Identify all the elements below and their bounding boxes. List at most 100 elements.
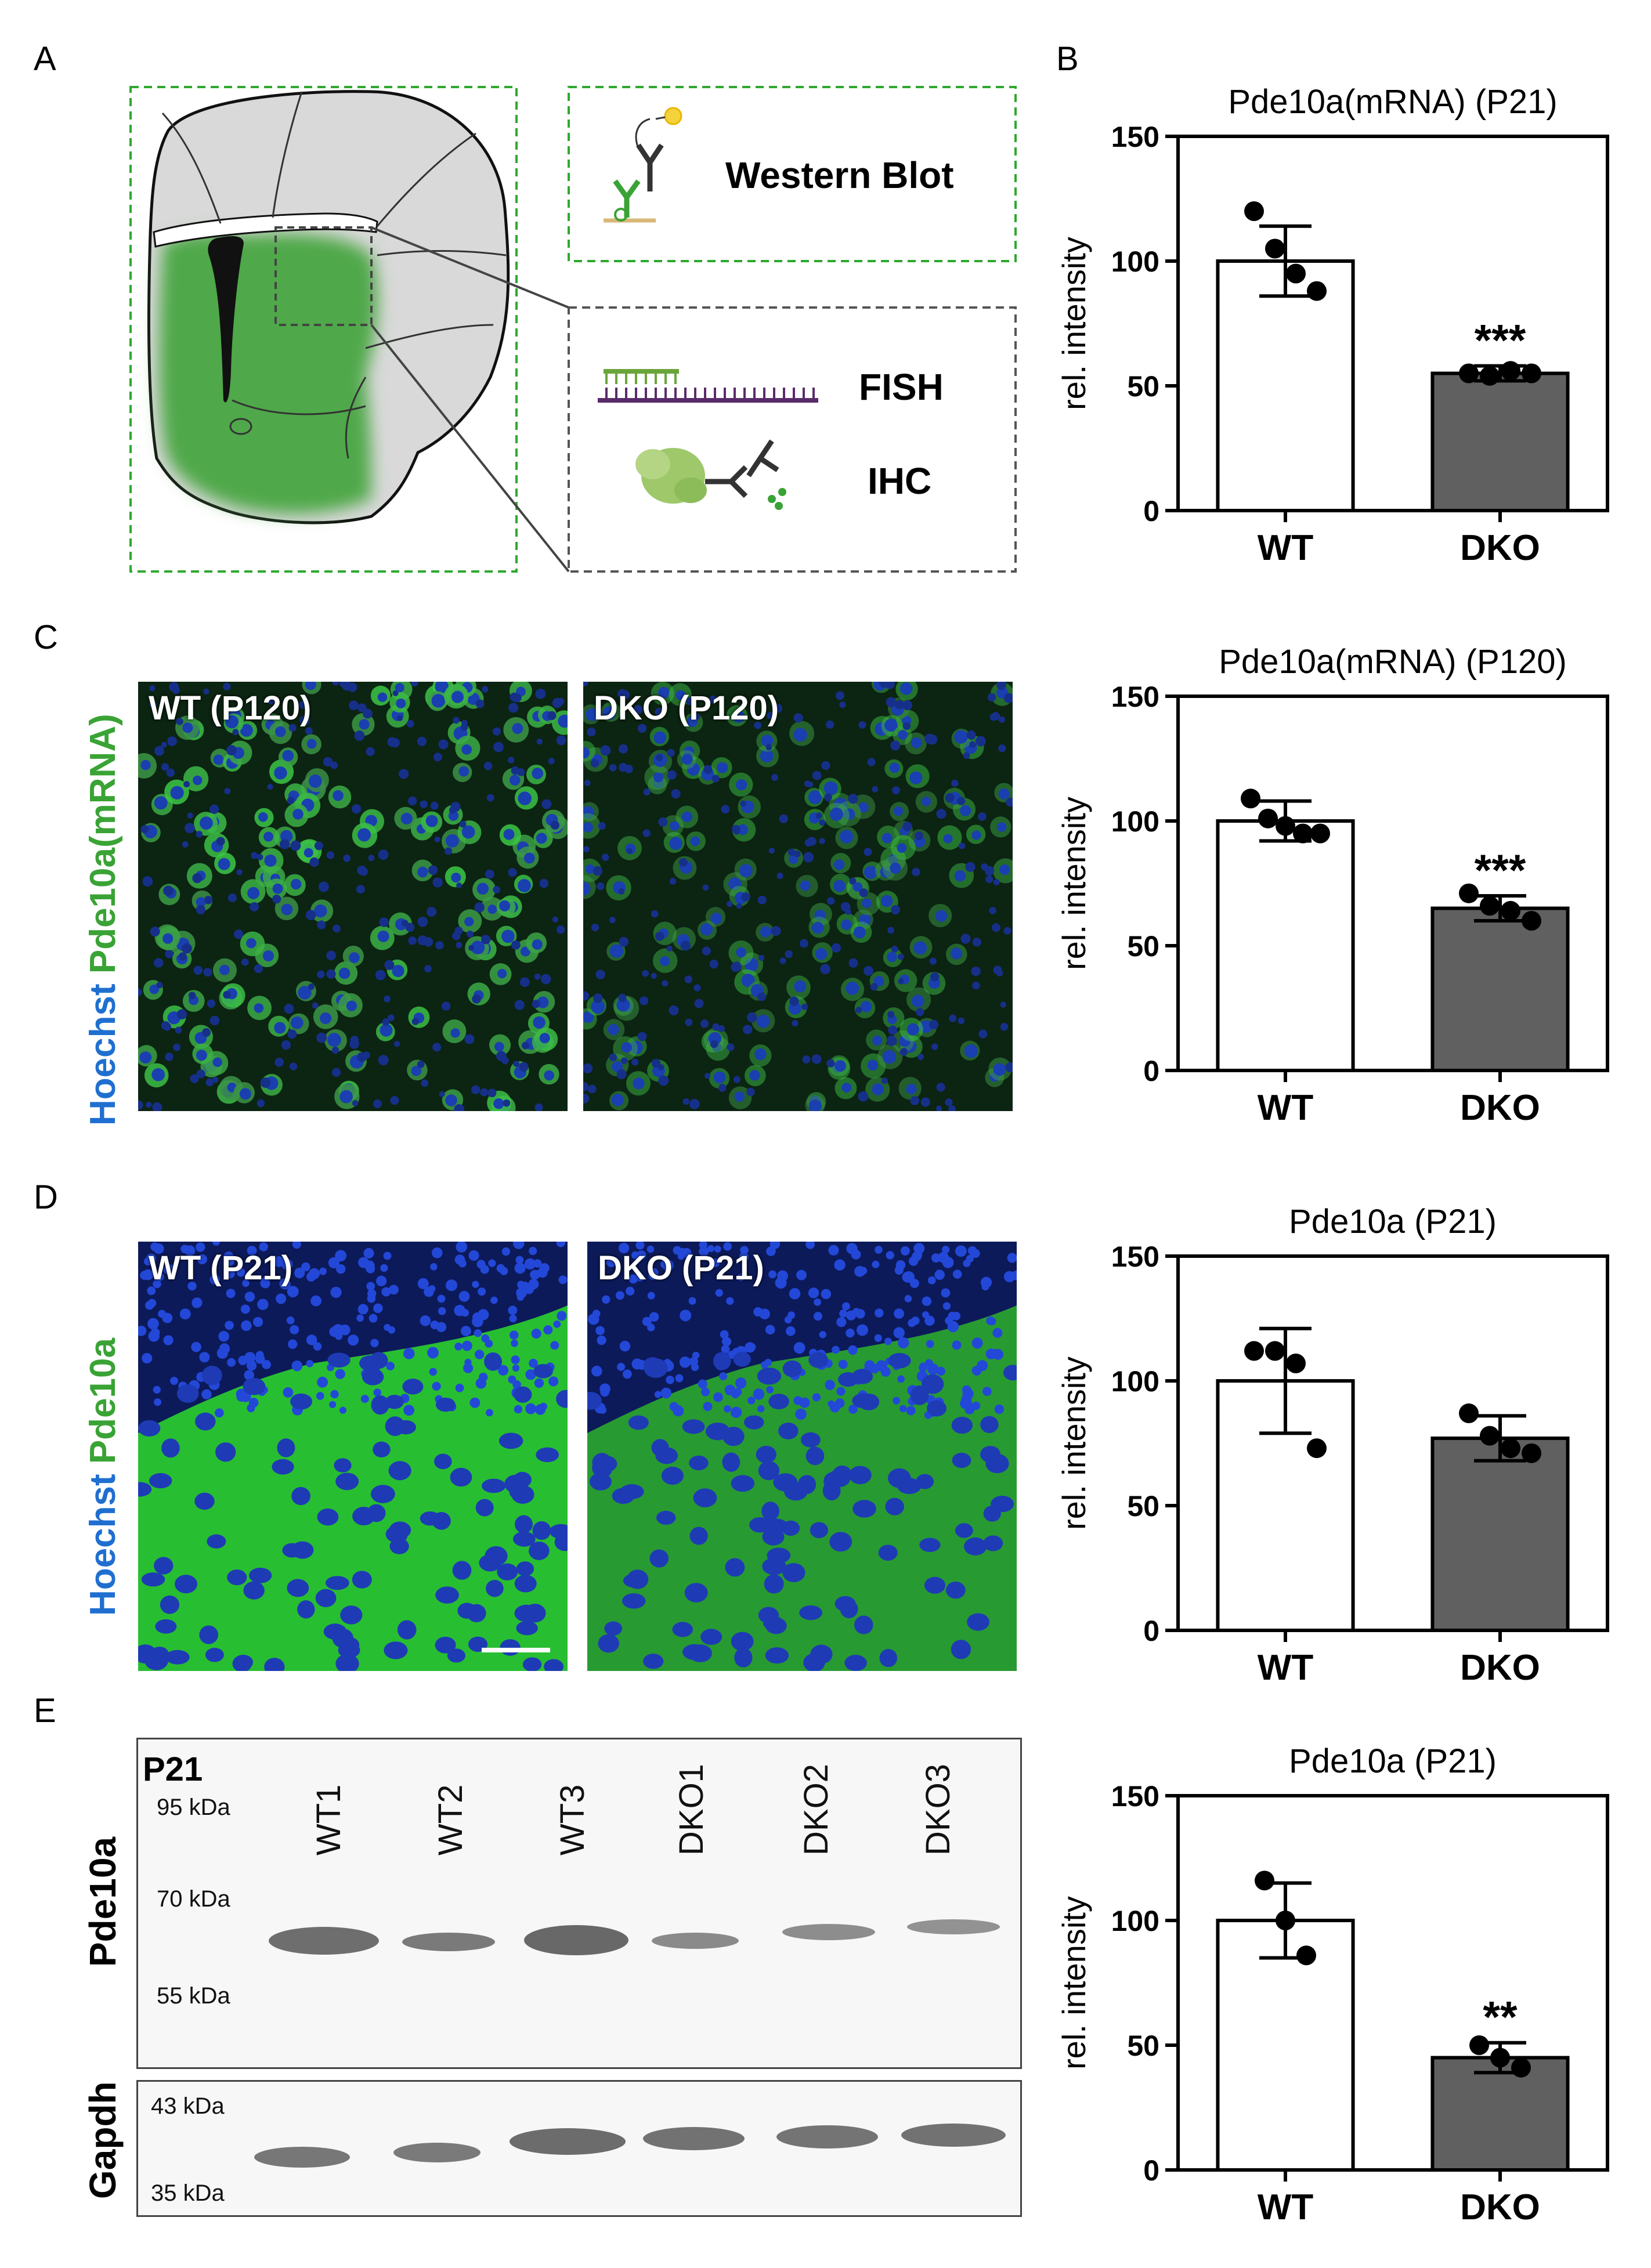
nucleus	[161, 1438, 180, 1458]
nucleus	[731, 1632, 754, 1651]
nucleus	[789, 996, 799, 1006]
nucleus	[929, 1019, 939, 1030]
nucleus	[853, 926, 866, 939]
nucleus	[767, 711, 775, 719]
nucleus	[522, 1041, 530, 1050]
nucleus	[557, 1311, 567, 1321]
nucleus	[454, 1104, 465, 1111]
nucleus	[608, 1023, 619, 1036]
nucleus	[796, 1269, 807, 1281]
nucleus	[595, 970, 605, 979]
nucleus	[598, 822, 606, 830]
data-point	[1307, 281, 1327, 301]
nucleus	[287, 797, 295, 805]
nucleus	[508, 1305, 518, 1315]
nucleus	[279, 1278, 291, 1290]
lane-wt3: WT3	[554, 1784, 591, 1855]
bar-dko	[1430, 371, 1570, 512]
panel-letter-a: A	[34, 40, 56, 78]
nucleus	[657, 1064, 664, 1071]
data-point	[1255, 1871, 1274, 1891]
nucleus	[828, 1245, 839, 1256]
nucleus	[445, 1094, 457, 1106]
nucleus	[175, 1026, 182, 1034]
nucleus	[514, 1575, 537, 1593]
nucleus	[498, 900, 511, 911]
nucleus	[689, 1357, 699, 1366]
nucleus	[251, 852, 258, 859]
nucleus	[187, 812, 193, 819]
nucleus	[258, 812, 268, 822]
x-tick-label: DKO	[1460, 1648, 1540, 1688]
nucleus	[384, 960, 395, 970]
nucleus	[306, 1359, 314, 1368]
chart-title: Pde10a(mRNA) (P120)	[1219, 643, 1567, 681]
nucleus	[464, 1034, 475, 1044]
nucleus	[765, 744, 772, 751]
nucleus	[828, 1400, 835, 1408]
nucleus	[488, 1259, 496, 1267]
nucleus	[556, 925, 565, 934]
nucleus	[257, 1298, 269, 1310]
y-tick-label: 0	[1143, 1615, 1159, 1647]
y-tick-label: 150	[1111, 1240, 1159, 1273]
nucleus	[689, 1527, 708, 1545]
nucleus	[204, 895, 213, 905]
nucleus	[620, 1484, 644, 1499]
nucleus	[165, 1052, 174, 1061]
y-tick-label: 50	[1127, 2030, 1159, 2062]
nucleus	[384, 1323, 391, 1331]
nucleus	[591, 1000, 605, 1014]
nucleus	[955, 1245, 967, 1257]
nucleus	[669, 878, 677, 885]
nucleus	[703, 765, 713, 775]
nucleus	[516, 1287, 527, 1298]
nucleus	[702, 946, 711, 956]
nucleus	[485, 869, 494, 879]
nucleus	[820, 964, 830, 975]
nucleus	[771, 773, 778, 781]
nucleus	[404, 1408, 413, 1416]
nucleus	[1003, 1271, 1016, 1282]
nucleus	[980, 1416, 999, 1433]
nucleus	[196, 830, 203, 838]
nucleus	[437, 1294, 446, 1303]
marker-55: 55 kDa	[157, 1983, 230, 2009]
nucleus	[893, 1327, 905, 1339]
nucleus	[730, 1406, 742, 1418]
nucleus	[649, 1549, 669, 1568]
nucleus	[556, 735, 566, 746]
nucleus	[225, 1268, 235, 1279]
nucleus	[434, 1453, 452, 1470]
nucleus	[654, 1391, 662, 1398]
data-point	[1276, 816, 1295, 836]
nucleus	[286, 1316, 295, 1325]
nucleus	[777, 1270, 789, 1282]
nucleus	[396, 715, 403, 721]
nucleus	[225, 715, 239, 729]
nucleus	[556, 1390, 568, 1408]
chart-title: Pde10a (P21)	[1289, 1203, 1497, 1240]
band-gapdh-dko2	[776, 2125, 878, 2148]
nucleus	[616, 1069, 627, 1079]
nucleus	[544, 1659, 563, 1671]
nucleus	[149, 984, 160, 994]
nucleus	[833, 880, 846, 892]
nucleus	[822, 1481, 841, 1501]
nucleus	[985, 1348, 997, 1359]
nucleus	[326, 851, 335, 859]
nucleus	[684, 1583, 708, 1603]
data-point	[1276, 1911, 1295, 1930]
nucleus	[511, 1355, 520, 1365]
nucleus	[920, 1097, 930, 1107]
nucleus	[897, 953, 904, 960]
nucleus	[241, 1320, 252, 1332]
nucleus	[543, 1325, 553, 1335]
nucleus	[227, 1569, 247, 1586]
band-gapdh-wt1	[254, 2147, 350, 2168]
nucleus	[454, 927, 463, 935]
nucleus	[262, 950, 274, 962]
nucleus	[838, 1359, 848, 1369]
nucleus	[887, 927, 894, 934]
nucleus	[966, 730, 976, 740]
